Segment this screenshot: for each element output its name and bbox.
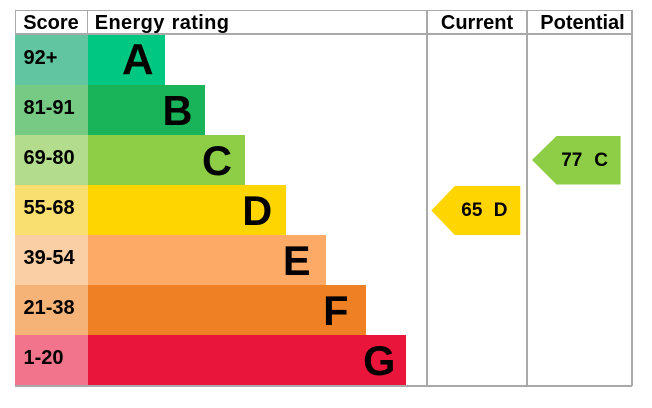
svg-text:D: D — [494, 200, 508, 221]
svg-text:65: 65 — [461, 200, 483, 221]
svg-text:C: C — [594, 150, 608, 171]
svg-text:77: 77 — [561, 150, 582, 171]
